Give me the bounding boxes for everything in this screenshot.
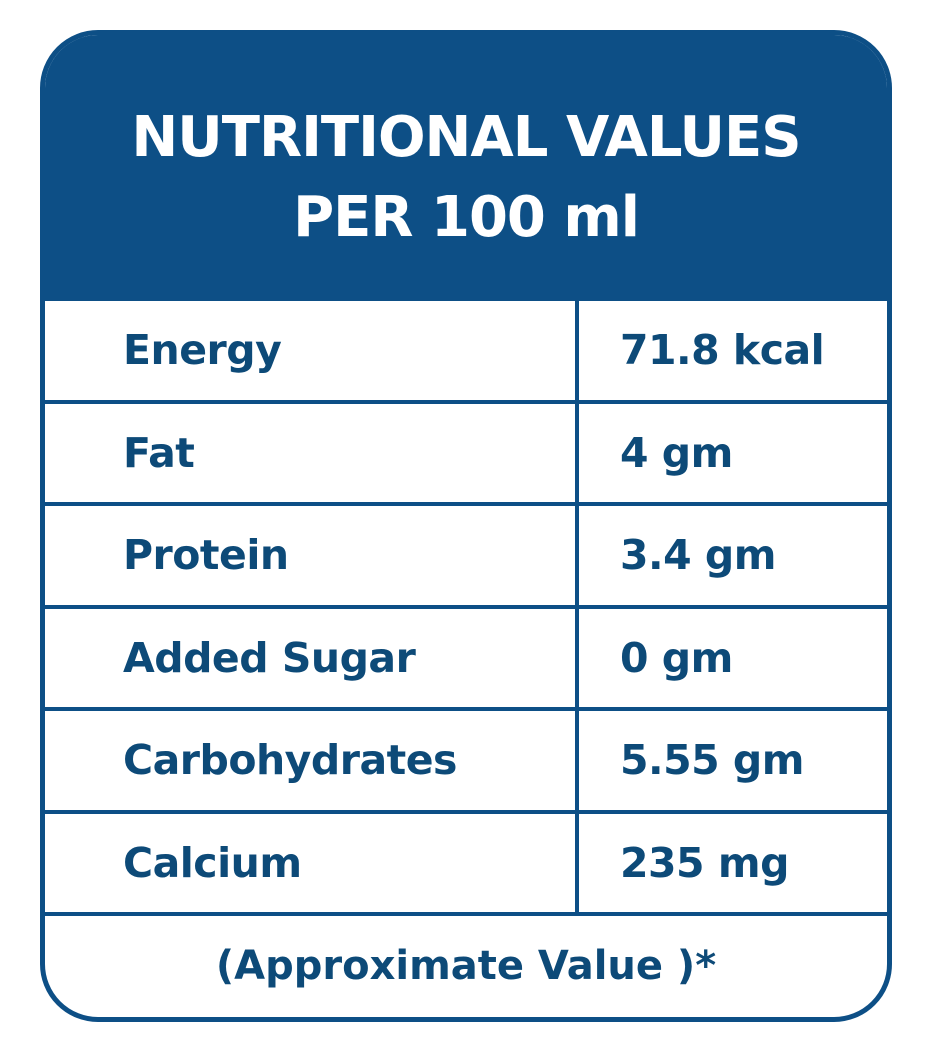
footer-note: (Approximate Value )* bbox=[45, 912, 887, 1017]
title-line: PER 100 ml bbox=[293, 185, 640, 250]
nutrient-name: Protein bbox=[123, 531, 289, 579]
nutrient-value: 3.4 gm bbox=[620, 531, 776, 579]
nutrient-value: 71.8 kcal bbox=[620, 326, 825, 374]
nutrient-name: Fat bbox=[123, 428, 195, 477]
table-row: Fat 4 gm bbox=[45, 399, 887, 502]
nutrient-name: Calcium bbox=[123, 838, 302, 887]
column-divider bbox=[575, 297, 579, 912]
header: NUTRITIONAL VALUES PER 100 ml bbox=[45, 35, 887, 297]
nutrient-name: Added Sugar bbox=[123, 633, 416, 682]
nutrition-card: NUTRITIONAL VALUES PER 100 ml Energy 71.8… bbox=[40, 30, 892, 1022]
table-row: Energy 71.8 kcal bbox=[45, 297, 887, 399]
table-row: Added Sugar 0 gm bbox=[45, 604, 887, 707]
nutrient-name: Energy bbox=[123, 326, 282, 374]
nutrient-value: 4 gm bbox=[620, 428, 733, 477]
table-row: Carbohydrates 5.55 gm bbox=[45, 707, 887, 809]
nutrient-value: 235 mg bbox=[620, 838, 789, 887]
nutrient-value: 5.55 gm bbox=[620, 736, 805, 784]
nutrient-value: 0 gm bbox=[620, 633, 733, 682]
nutrient-name: Carbohydrates bbox=[123, 736, 457, 784]
title-line: NUTRITIONAL VALUES bbox=[131, 105, 801, 170]
table-row: Calcium 235 mg bbox=[45, 809, 887, 912]
table-row: Protein 3.4 gm bbox=[45, 502, 887, 604]
